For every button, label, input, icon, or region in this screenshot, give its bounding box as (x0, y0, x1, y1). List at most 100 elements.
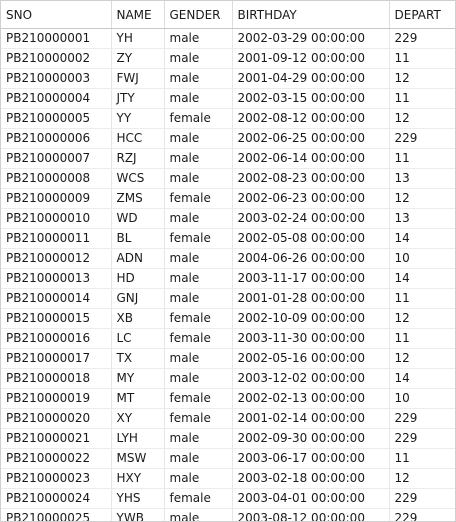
cell-sno[interactable]: PB210000020 (1, 409, 111, 429)
cell-sno[interactable]: PB210000013 (1, 269, 111, 289)
table-row[interactable]: PB210000020 XY female 2001-02-14 00:00:00 22… (1, 409, 456, 429)
table-row[interactable]: PB210000007 RZJ male 2002-06-14 00:00:00 11 (1, 149, 456, 169)
cell-birthday[interactable]: 2002-08-12 00:00:00 (232, 109, 389, 129)
cell-sno[interactable]: PB210000006 (1, 129, 111, 149)
table-row[interactable]: PB210000022 MSW male 2003-06-17 00:00:00 11 (1, 449, 456, 469)
cell-depart[interactable]: 11 (389, 89, 456, 109)
cell-name[interactable]: JTY (111, 89, 164, 109)
cell-name[interactable]: YHS (111, 489, 164, 509)
cell-depart[interactable]: 10 (389, 389, 456, 409)
cell-sno[interactable]: PB210000015 (1, 309, 111, 329)
cell-name[interactable]: RZJ (111, 149, 164, 169)
table-row[interactable]: PB210000024 YHS female 2003-04-01 00:00:00 2… (1, 489, 456, 509)
cell-name[interactable]: BL (111, 229, 164, 249)
cell-gender[interactable]: female (164, 389, 232, 409)
table-row[interactable]: PB210000005 YY female 2002-08-12 00:00:00 12 (1, 109, 456, 129)
cell-depart[interactable]: 229 (389, 409, 456, 429)
cell-name[interactable]: YY (111, 109, 164, 129)
cell-gender[interactable]: male (164, 29, 232, 49)
cell-gender[interactable]: male (164, 249, 232, 269)
cell-name[interactable]: ZY (111, 49, 164, 69)
cell-depart[interactable]: 229 (389, 489, 456, 509)
cell-birthday[interactable]: 2003-11-17 00:00:00 (232, 269, 389, 289)
cell-depart[interactable]: 12 (389, 109, 456, 129)
cell-sno[interactable]: PB210000017 (1, 349, 111, 369)
cell-birthday[interactable]: 2001-02-14 00:00:00 (232, 409, 389, 429)
cell-sno[interactable]: PB210000022 (1, 449, 111, 469)
cell-name[interactable]: YH (111, 29, 164, 49)
cell-birthday[interactable]: 2003-06-17 00:00:00 (232, 449, 389, 469)
cell-depart[interactable]: 11 (389, 449, 456, 469)
table-row[interactable]: PB210000021 LYH male 2002-09-30 00:00:00 229 (1, 429, 456, 449)
cell-sno[interactable]: PB210000018 (1, 369, 111, 389)
cell-sno[interactable]: PB210000025 (1, 509, 111, 522)
cell-gender[interactable]: male (164, 49, 232, 69)
cell-birthday[interactable]: 2003-02-24 00:00:00 (232, 209, 389, 229)
cell-birthday[interactable]: 2001-09-12 00:00:00 (232, 49, 389, 69)
cell-name[interactable]: MY (111, 369, 164, 389)
cell-depart[interactable]: 11 (389, 329, 456, 349)
cell-depart[interactable]: 11 (389, 49, 456, 69)
column-header-sno[interactable]: SNO (1, 1, 111, 29)
cell-sno[interactable]: PB210000021 (1, 429, 111, 449)
cell-sno[interactable]: PB210000011 (1, 229, 111, 249)
table-row[interactable]: PB210000002 ZY male 2001-09-12 00:00:00 11 (1, 49, 456, 69)
cell-sno[interactable]: PB210000010 (1, 209, 111, 229)
column-header-depart[interactable]: DEPART (389, 1, 456, 29)
cell-sno[interactable]: PB210000014 (1, 289, 111, 309)
cell-gender[interactable]: female (164, 309, 232, 329)
cell-gender[interactable]: female (164, 189, 232, 209)
cell-depart[interactable]: 229 (389, 29, 456, 49)
cell-depart[interactable]: 14 (389, 369, 456, 389)
cell-sno[interactable]: PB210000016 (1, 329, 111, 349)
cell-name[interactable]: HXY (111, 469, 164, 489)
cell-gender[interactable]: male (164, 269, 232, 289)
cell-name[interactable]: WCS (111, 169, 164, 189)
cell-gender[interactable]: male (164, 129, 232, 149)
cell-sno[interactable]: PB210000009 (1, 189, 111, 209)
cell-gender[interactable]: female (164, 109, 232, 129)
cell-depart[interactable]: 14 (389, 229, 456, 249)
cell-depart[interactable]: 229 (389, 509, 456, 522)
cell-gender[interactable]: male (164, 469, 232, 489)
cell-sno[interactable]: PB210000003 (1, 69, 111, 89)
cell-sno[interactable]: PB210000023 (1, 469, 111, 489)
cell-gender[interactable]: female (164, 409, 232, 429)
cell-name[interactable]: FWJ (111, 69, 164, 89)
cell-depart[interactable]: 12 (389, 69, 456, 89)
cell-depart[interactable]: 13 (389, 169, 456, 189)
cell-birthday[interactable]: 2004-06-26 00:00:00 (232, 249, 389, 269)
cell-gender[interactable]: female (164, 329, 232, 349)
cell-birthday[interactable]: 2002-06-14 00:00:00 (232, 149, 389, 169)
cell-gender[interactable]: male (164, 149, 232, 169)
table-row[interactable]: PB210000015 XB female 2002-10-09 00:00:00 12 (1, 309, 456, 329)
cell-birthday[interactable]: 2002-10-09 00:00:00 (232, 309, 389, 329)
cell-birthday[interactable]: 2002-06-25 00:00:00 (232, 129, 389, 149)
cell-gender[interactable]: female (164, 229, 232, 249)
cell-gender[interactable]: male (164, 209, 232, 229)
cell-sno[interactable]: PB210000004 (1, 89, 111, 109)
cell-depart[interactable]: 229 (389, 129, 456, 149)
cell-gender[interactable]: male (164, 369, 232, 389)
cell-sno[interactable]: PB210000005 (1, 109, 111, 129)
cell-depart[interactable]: 229 (389, 429, 456, 449)
table-row[interactable]: PB210000016 LC female 2003-11-30 00:00:00 11 (1, 329, 456, 349)
cell-sno[interactable]: PB210000008 (1, 169, 111, 189)
cell-gender[interactable]: female (164, 489, 232, 509)
cell-name[interactable]: WD (111, 209, 164, 229)
table-row[interactable]: PB210000017 TX male 2002-05-16 00:00:00 12 (1, 349, 456, 369)
cell-depart[interactable]: 12 (389, 189, 456, 209)
table-row[interactable]: PB210000006 HCC male 2002-06-25 00:00:00 229 (1, 129, 456, 149)
cell-name[interactable]: TX (111, 349, 164, 369)
cell-birthday[interactable]: 2003-11-30 00:00:00 (232, 329, 389, 349)
cell-sno[interactable]: PB210000007 (1, 149, 111, 169)
cell-name[interactable]: HD (111, 269, 164, 289)
cell-depart[interactable]: 10 (389, 249, 456, 269)
cell-birthday[interactable]: 2002-06-23 00:00:00 (232, 189, 389, 209)
table-row[interactable]: PB210000014 GNJ male 2001-01-28 00:00:00 11 (1, 289, 456, 309)
cell-depart[interactable]: 12 (389, 309, 456, 329)
cell-depart[interactable]: 11 (389, 149, 456, 169)
table-row[interactable]: PB210000004 JTY male 2002-03-15 00:00:00 11 (1, 89, 456, 109)
cell-gender[interactable]: male (164, 509, 232, 522)
cell-gender[interactable]: male (164, 69, 232, 89)
